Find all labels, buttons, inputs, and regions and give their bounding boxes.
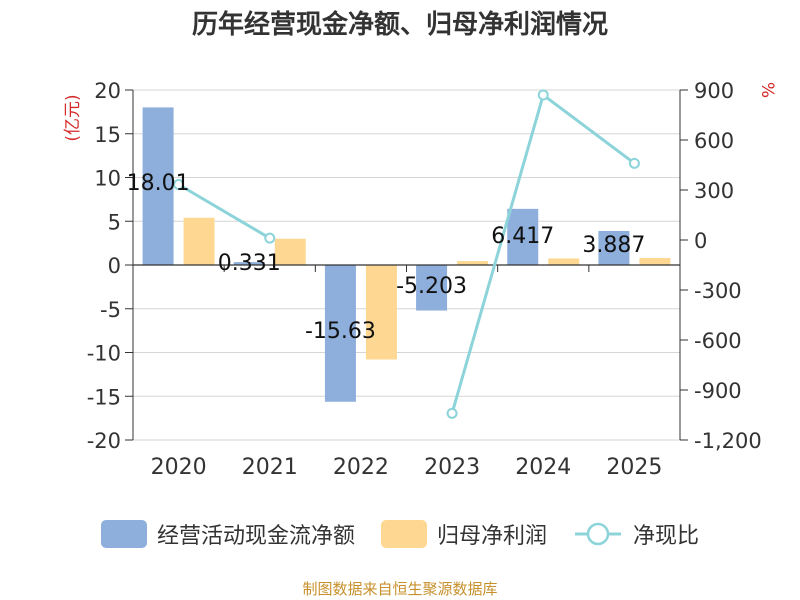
left-tick-label: -20 xyxy=(87,429,121,453)
category-label: 2024 xyxy=(515,455,571,480)
category-label: 2025 xyxy=(606,455,662,480)
legend-swatch-cash-flow xyxy=(100,520,147,548)
left-tick-label: 15 xyxy=(94,123,121,147)
legend-line-marker-icon xyxy=(575,522,621,546)
right-tick-label: -300 xyxy=(694,279,742,303)
right-tick-label: 300 xyxy=(694,179,734,203)
left-axis-title: (亿元) xyxy=(63,94,83,141)
right-tick-label: 900 xyxy=(694,79,734,103)
ratio-line xyxy=(177,183,271,240)
data-label-cash-flow: -5.203 xyxy=(396,274,467,299)
bar-cash-flow xyxy=(233,262,265,265)
left-tick-label: -5 xyxy=(100,298,121,322)
ratio-point xyxy=(537,89,549,101)
bar-net-profit xyxy=(548,258,580,265)
right-tick-label: -600 xyxy=(694,329,742,353)
right-tick-label: 600 xyxy=(694,129,734,153)
bar-cash-flow xyxy=(416,265,448,311)
ratio-point xyxy=(446,407,458,419)
right-axis-title: % xyxy=(757,82,777,98)
bar-cash-flow xyxy=(142,107,174,265)
left-tick-label: 10 xyxy=(94,167,121,191)
source-note: 制图数据来自恒生聚源数据库 xyxy=(302,580,498,598)
bar-net-profit xyxy=(457,261,489,265)
legend-swatch-net-profit xyxy=(380,520,427,548)
left-tick-label: 5 xyxy=(108,210,121,234)
bar-net-profit xyxy=(639,258,671,265)
bar-net-profit xyxy=(274,238,306,265)
legend-label-net-profit: 归母净利润 xyxy=(436,524,547,549)
legend: 经营活动现金流净额 归母净利润 净现比 xyxy=(0,518,800,550)
left-tick-label: -15 xyxy=(87,385,121,409)
legend-label-ratio: 净现比 xyxy=(633,524,700,549)
data-label-cash-flow: 6.417 xyxy=(491,224,554,249)
bar-cash-flow xyxy=(324,265,356,402)
legend-item-ratio[interactable]: 净现比 xyxy=(573,518,699,550)
left-tick-label: -10 xyxy=(87,342,121,366)
category-label: 2023 xyxy=(424,455,480,480)
bar-net-profit xyxy=(365,265,397,360)
ratio-point xyxy=(628,157,640,169)
legend-label-cash-flow: 经营活动现金流净额 xyxy=(156,524,355,549)
category-label: 2022 xyxy=(333,455,389,480)
category-label: 2020 xyxy=(151,455,207,480)
right-tick-label: -900 xyxy=(694,379,742,403)
data-label-cash-flow: -15.63 xyxy=(305,319,376,344)
bar-cash-flow xyxy=(507,208,539,265)
right-tick-label: -1,200 xyxy=(694,429,762,453)
legend-item-cash-flow[interactable]: 经营活动现金流净额 xyxy=(100,518,355,550)
bar-cash-flow xyxy=(598,230,630,265)
data-label-cash-flow: 3.887 xyxy=(582,233,645,258)
ratio-point xyxy=(264,232,276,244)
right-tick-label: 0 xyxy=(694,229,707,253)
data-label-cash-flow: 18.01 xyxy=(127,171,190,196)
left-tick-label: 20 xyxy=(94,79,121,103)
chart-title: 历年经营现金净额、归母净利润情况 xyxy=(191,10,608,40)
legend-item-net-profit[interactable]: 归母净利润 xyxy=(380,518,547,550)
left-tick-label: 0 xyxy=(108,254,121,278)
ratio-point xyxy=(173,179,185,190)
data-label-cash-flow: 0.331 xyxy=(218,251,281,276)
bar-net-profit xyxy=(183,217,215,265)
category-label: 2021 xyxy=(242,455,298,480)
